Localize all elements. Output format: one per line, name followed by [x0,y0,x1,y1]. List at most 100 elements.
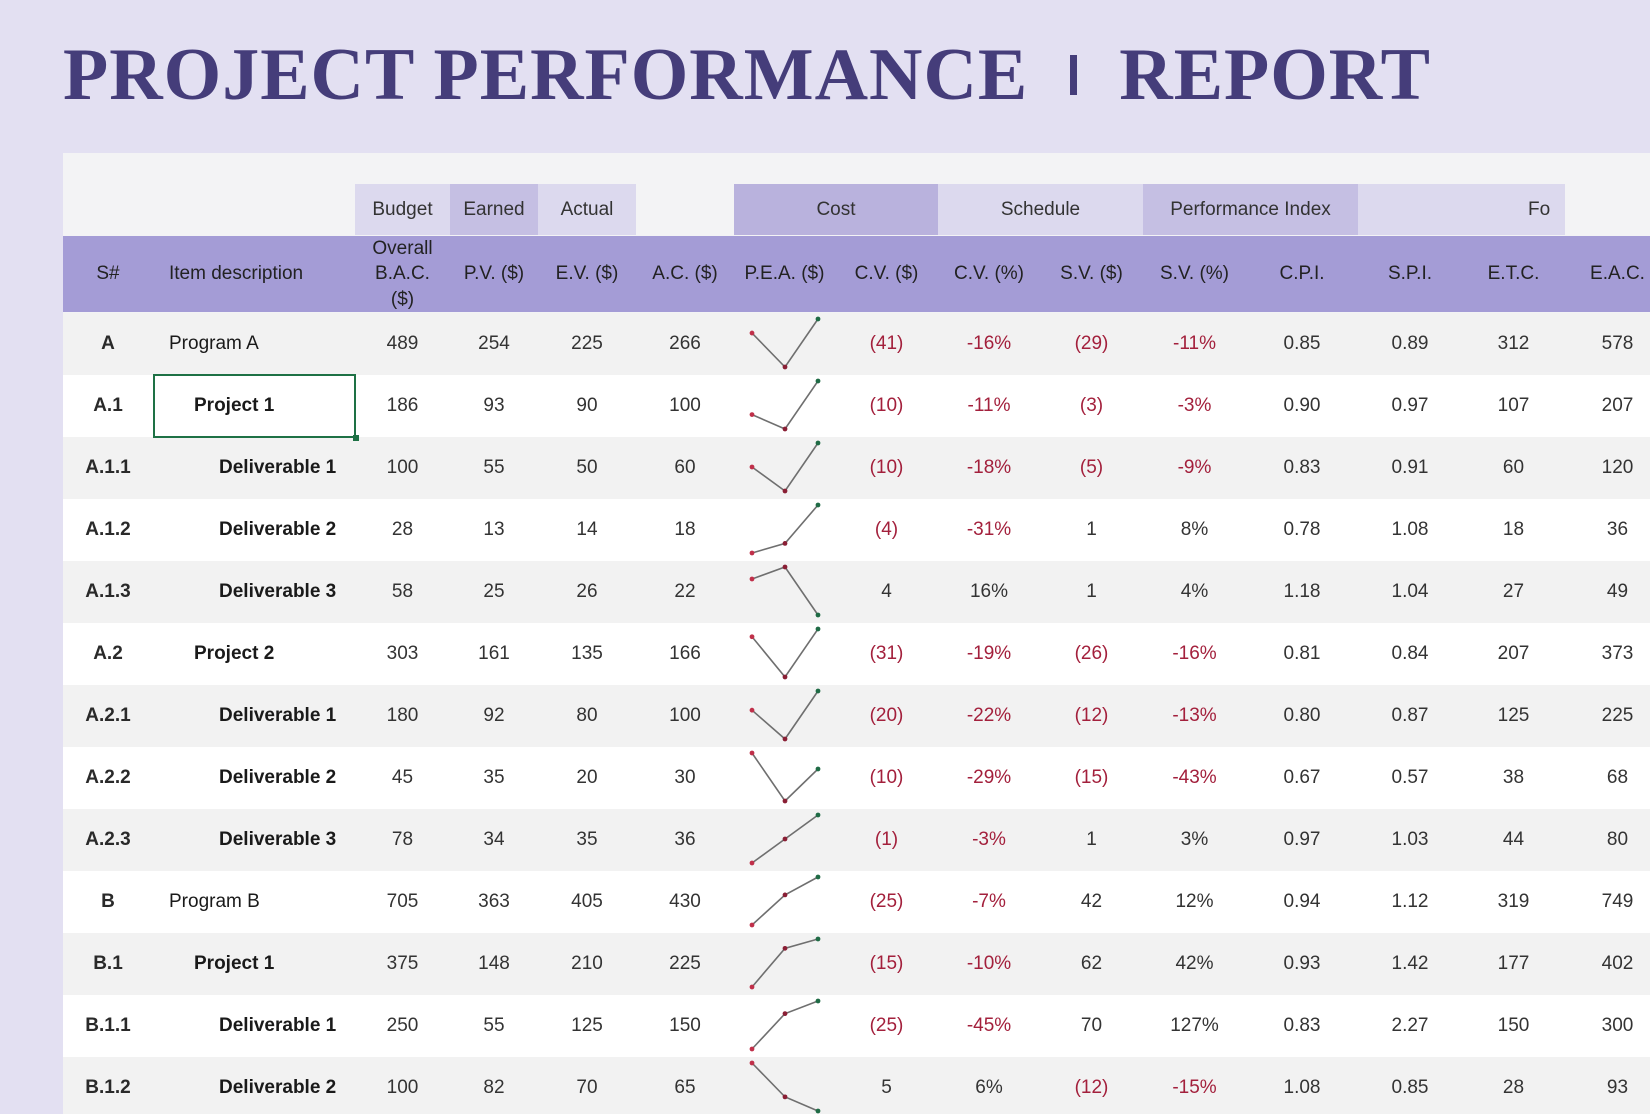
cell: 100 [669,395,701,417]
cell: -7% [972,891,1006,913]
sparkline-line [751,566,819,616]
cell: 25 [483,581,505,603]
cell: (31) [869,643,904,665]
cell: -43% [1172,767,1217,789]
table-row [63,375,1650,437]
cell: 78 [391,829,414,851]
sparkline [749,440,821,494]
cell: 18 [1502,519,1525,541]
sparkline-point [782,426,788,432]
table-row [63,685,1650,747]
cell: 0.80 [1283,705,1321,727]
selected-cell [153,374,356,438]
cell: 127% [1170,1015,1219,1037]
cell: 207 [1601,395,1634,417]
cell: 36 [1606,519,1629,541]
cell: Deliverable 1 [219,1015,337,1037]
cell: 49 [1606,581,1629,603]
sparkline-line [751,1000,819,1050]
cell: 50 [576,457,598,479]
sparkline-point [782,892,788,898]
cell: 1.12 [1391,891,1429,913]
sparkline-line [751,380,819,430]
sparkline-point [749,750,755,756]
group-header: Actual [538,184,636,235]
cell: (15) [1074,767,1109,789]
cell: 1.08 [1283,1077,1321,1099]
sparkline [749,626,821,680]
table-row [63,561,1650,623]
sparkline-point [782,541,788,546]
cell: 93 [1606,1077,1629,1099]
cell: 0.91 [1391,457,1429,479]
sparkline [749,378,821,432]
sparkline-point [749,412,755,417]
sparkline-point [749,860,755,866]
sparkline-point [782,1094,788,1100]
column-header: P.E.A. ($) [744,263,825,285]
cell: 0.97 [1391,395,1429,417]
cell: 42% [1175,953,1214,975]
table-row [63,747,1650,809]
cell: 92 [483,705,505,727]
cell: (3) [1079,395,1104,417]
cell: 34 [483,829,505,851]
cell: 177 [1497,953,1530,975]
cell: 27 [1502,581,1525,603]
cell: 150 [1497,1015,1530,1037]
cell: 402 [1601,953,1634,975]
sparkline [749,502,821,556]
cell: 6% [975,1077,1003,1099]
cell: 22 [674,581,696,603]
cell: 250 [386,1015,419,1037]
column-header: S.P.I. [1387,263,1432,285]
column-header: Item description [169,263,304,285]
cell: -18% [966,457,1012,479]
cell: -19% [966,643,1012,665]
cell: 0.93 [1283,953,1321,975]
cell: A.2.2 [85,767,131,789]
cell: -31% [966,519,1012,541]
cell: 18 [674,519,696,541]
cell: Deliverable 3 [219,829,337,851]
cell: 70 [1080,1015,1103,1037]
sparkline-point [782,674,788,680]
sparkline [749,564,821,618]
table-row [63,623,1650,685]
cell: A.2 [93,643,123,665]
cell: Deliverable 3 [219,581,337,603]
cell: 166 [669,643,701,665]
cell: 55 [483,1015,505,1037]
cell: 373 [1601,643,1634,665]
cell: A.1 [93,395,123,417]
cell: (15) [869,953,904,975]
sparkline-line [751,318,819,369]
sparkline-point [749,550,755,556]
cell: 28 [391,519,414,541]
sparkline-line [751,876,819,926]
cell: (10) [869,395,904,417]
cell: -3% [972,829,1006,851]
sparkline-point [815,874,821,880]
cell: -16% [966,333,1012,355]
cell: 1.03 [1391,829,1429,851]
group-header: Cost [734,184,938,235]
sparkline [749,1060,821,1114]
cell: 180 [386,705,419,727]
cell: A.2.1 [85,705,131,727]
cell: 4 [881,581,892,603]
cell: 120 [1601,457,1634,479]
cell: -15% [1172,1077,1217,1099]
cell: -16% [1172,643,1217,665]
cell: Project 1 [194,953,275,975]
cell: (1) [874,829,899,851]
sparkline-point [782,488,788,494]
group-header: Schedule [938,184,1143,235]
sparkline-point [782,564,788,570]
cell: 150 [669,1015,701,1037]
cell: 135 [571,643,603,665]
sparkline-point [749,464,755,470]
column-header: S.V. ($) [1060,263,1123,285]
header-row [63,236,1650,312]
sparkline [749,316,821,370]
